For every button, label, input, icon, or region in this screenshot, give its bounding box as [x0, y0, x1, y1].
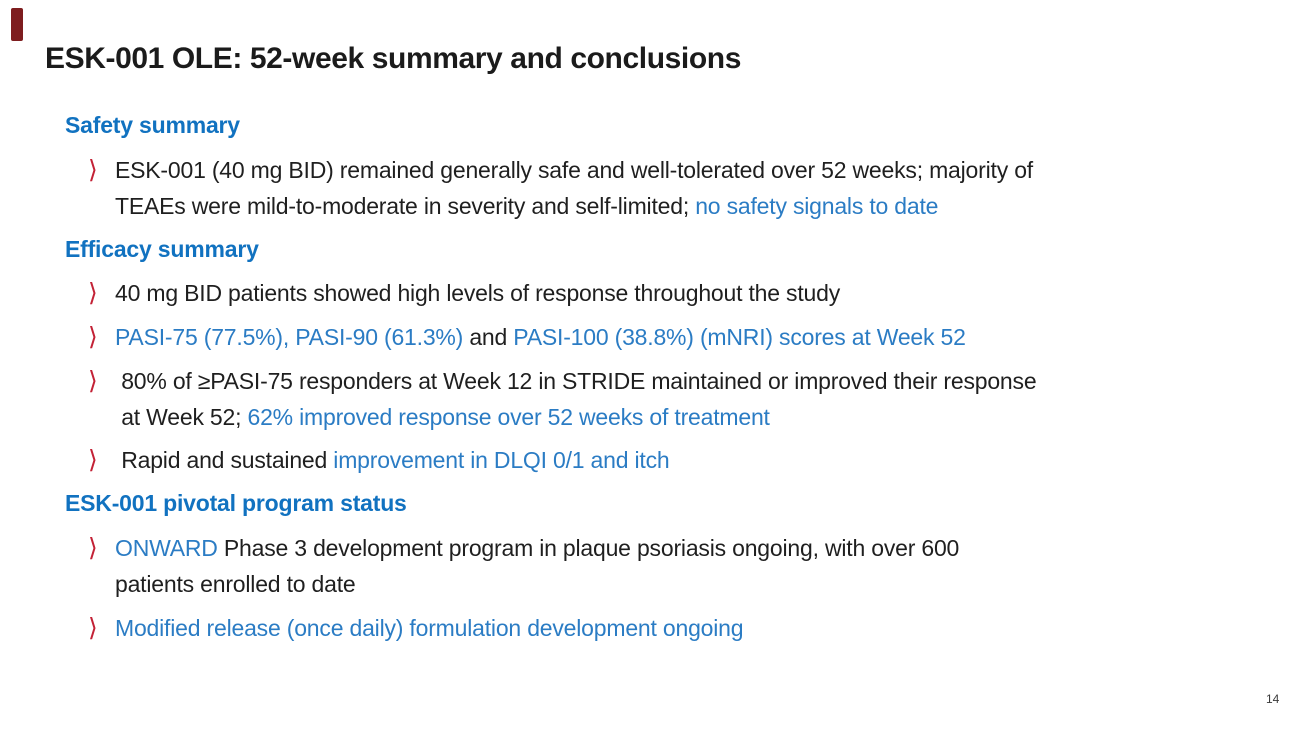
bullet-chevron-icon: ⟩ — [88, 533, 98, 562]
section-heading-safety-summary: Safety summary — [65, 112, 240, 138]
bullet-chevron-icon: ⟩ — [88, 155, 98, 184]
bullet-item: ⟩ PASI-75 (77.5%), PASI-90 (61.3%) and P… — [88, 319, 966, 355]
bullet-text: ESK-001 (40 mg BID) remained generally s… — [115, 157, 1033, 219]
page-number: 14 — [1266, 692, 1280, 706]
bullet-text: ONWARD Phase 3 development program in pl… — [115, 535, 960, 597]
bullet-item: ⟩ Modified release (once daily) formulat… — [88, 610, 744, 646]
section-heading-pivotal-program-status: ESK-001 pivotal program status — [65, 490, 407, 516]
slide-accent-bar — [11, 8, 23, 41]
bullet-item: ⟩ 40 mg BID patients showed high levels … — [88, 275, 840, 311]
bullet-item: ⟩ ONWARD Phase 3 development program in … — [88, 530, 959, 602]
bullet-chevron-icon: ⟩ — [88, 445, 98, 474]
bullet-chevron-icon: ⟩ — [88, 613, 98, 642]
bullet-item: ⟩ Rapid and sustained improvement in DLQ… — [88, 442, 670, 478]
bullet-text: 40 mg BID patients showed high levels of… — [115, 280, 841, 306]
bullet-item: ⟩ ESK-001 (40 mg BID) remained generally… — [88, 152, 1033, 224]
bullet-text: Rapid and sustained improvement in DLQI … — [115, 447, 670, 473]
section-heading-efficacy-summary: Efficacy summary — [65, 236, 259, 262]
bullet-text: PASI-75 (77.5%), PASI-90 (61.3%) and PAS… — [115, 324, 966, 350]
bullet-chevron-icon: ⟩ — [88, 322, 98, 351]
bullet-item: ⟩ 80% of ≥PASI-75 responders at Week 12 … — [88, 363, 1037, 435]
bullet-text: Modified release (once daily) formulatio… — [115, 615, 744, 641]
bullet-text: 80% of ≥PASI-75 responders at Week 12 in… — [121, 368, 1037, 430]
slide-title: ESK-001 OLE: 52-week summary and conclus… — [45, 42, 741, 75]
bullet-chevron-icon: ⟩ — [88, 278, 98, 307]
bullet-chevron-icon: ⟩ — [88, 366, 98, 395]
